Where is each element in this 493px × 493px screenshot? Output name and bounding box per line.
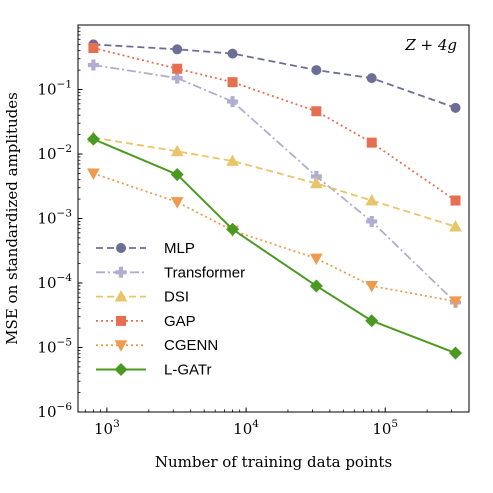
series-line (93, 64, 457, 304)
legend-label: DSI (164, 289, 189, 306)
series-line (93, 138, 456, 354)
legend-item: DSI (96, 289, 189, 306)
x-tick-label: 105 (372, 418, 398, 438)
data-point (450, 102, 461, 113)
data-point (310, 176, 323, 189)
y-tick-label: 10−2 (37, 143, 72, 163)
x-tick-label: 104 (233, 418, 259, 438)
y-axis-label: MSE on standardized amplitudes (3, 92, 21, 345)
data-point (227, 77, 238, 88)
plot-content (86, 39, 463, 360)
data-point (88, 42, 99, 53)
legend-marker (116, 243, 126, 253)
series-dsi (87, 131, 462, 232)
legend-item: GAP (96, 313, 196, 330)
legend-label: Transformer (164, 264, 245, 281)
data-point (87, 59, 99, 71)
data-point (449, 346, 463, 360)
data-point (365, 314, 379, 328)
data-point (449, 296, 462, 308)
legend-item: Transformer (96, 264, 245, 281)
legend-label: CGENN (164, 337, 218, 354)
data-point (170, 197, 184, 209)
data-point (227, 48, 238, 59)
data-point (449, 220, 462, 232)
y-tick-label: 10−4 (37, 272, 72, 292)
series-line (93, 43, 456, 109)
x-tick-label: 103 (94, 418, 120, 438)
data-point (172, 63, 183, 74)
chart-annotation: Z + 4g (404, 36, 457, 54)
series-gap (88, 42, 461, 206)
legend-item: MLP (96, 240, 195, 257)
legend-item: L-GATr (96, 362, 212, 379)
legend-marker (115, 266, 127, 278)
data-point (310, 253, 323, 266)
legend-marker (114, 340, 128, 352)
y-tick-label: 10−6 (37, 401, 72, 421)
y-tick-label: 10−3 (37, 208, 72, 228)
data-point (227, 96, 239, 108)
series-l-gatr (86, 132, 463, 360)
data-point (226, 154, 239, 166)
data-point (87, 168, 100, 180)
series-transformer (87, 59, 462, 308)
data-point (86, 132, 100, 146)
data-point (366, 137, 377, 148)
data-point (170, 144, 184, 157)
data-point (366, 215, 378, 227)
data-point (365, 281, 379, 293)
data-point (311, 106, 322, 117)
axis-ticks: 103 104 105 10−6 10−5 10−4 10−3 10−2 10−1 (37, 27, 470, 438)
series-mlp (88, 39, 461, 113)
x-axis-label: Number of training data points (155, 453, 392, 471)
legend-marker (114, 290, 128, 302)
data-point (309, 279, 323, 293)
legend-item: CGENN (96, 337, 218, 354)
data-point (450, 195, 461, 206)
series-line (93, 47, 457, 202)
series-line (93, 136, 456, 228)
data-point (365, 193, 379, 206)
data-point (170, 168, 184, 182)
y-tick-label: 10−1 (37, 79, 72, 99)
legend-marker (116, 315, 126, 326)
data-point (311, 65, 322, 76)
data-point (171, 72, 183, 84)
legend-label: GAP (164, 313, 196, 330)
data-point (366, 73, 377, 84)
legend: MLP Transformer DSI GAP CGENN L-GATr (96, 240, 245, 379)
legend-marker (114, 362, 128, 377)
plot-frame (77, 24, 470, 413)
data-point (172, 44, 183, 55)
data-point (226, 222, 240, 236)
series-line (93, 172, 456, 303)
legend-label: MLP (164, 240, 195, 257)
y-tick-label: 10−5 (37, 337, 72, 357)
series-cgenn (87, 168, 462, 308)
legend-label: L-GATr (164, 362, 212, 379)
